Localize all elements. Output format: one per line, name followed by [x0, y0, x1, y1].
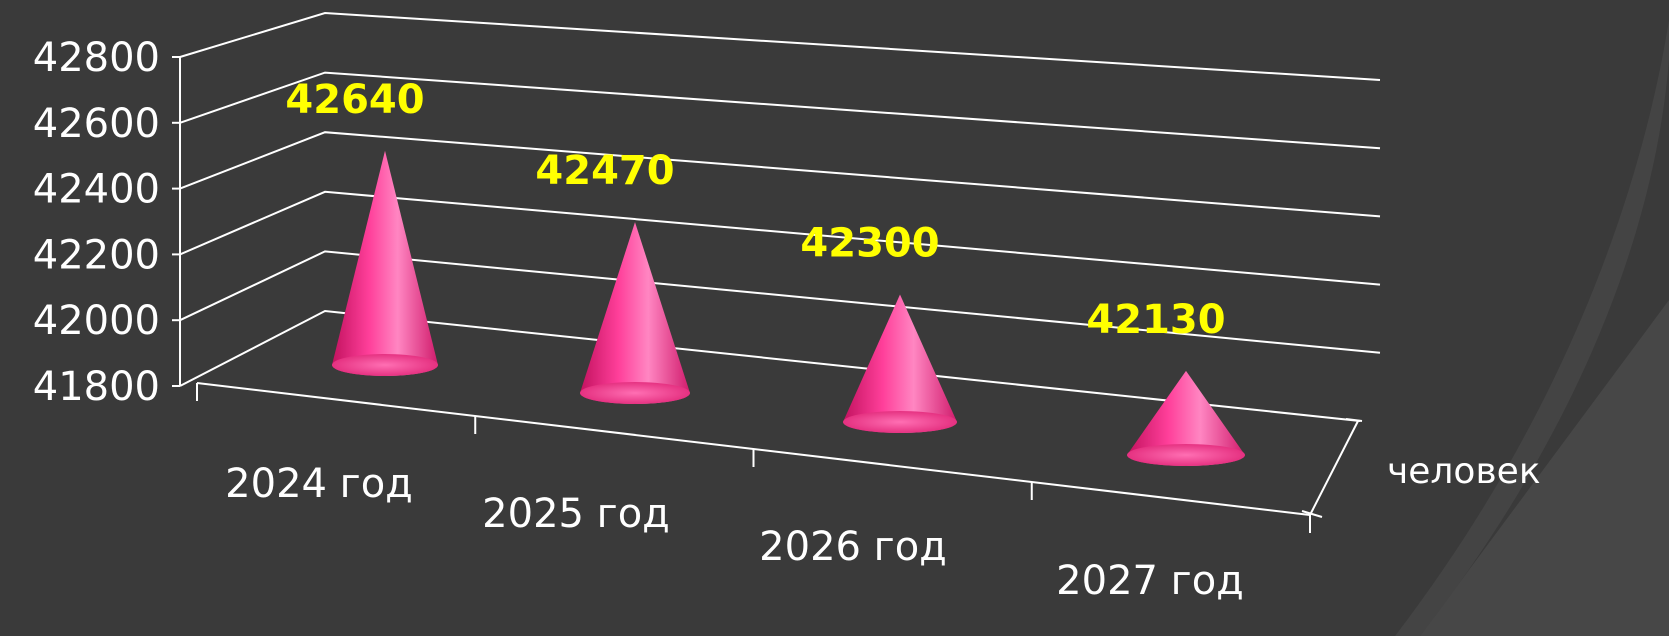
data-label: 42130 [1086, 297, 1225, 343]
cone-body [332, 150, 438, 376]
cone [843, 294, 957, 433]
y-tick-label: 42400 [33, 167, 160, 213]
depth-axis-tick [1301, 510, 1323, 518]
cone-body [580, 222, 690, 404]
y-tick-label: 41800 [33, 364, 160, 410]
data-label: 42470 [535, 148, 674, 194]
corner-decoration [1420, 300, 1669, 636]
data-label: 42640 [285, 77, 424, 123]
cone-body [843, 294, 957, 433]
decor-layer [1395, 20, 1669, 636]
series-axis-label: человек [1387, 451, 1541, 492]
gridline [179, 131, 1381, 218]
category-label: 2024 год [225, 461, 413, 507]
depth-axis-tick [1345, 418, 1363, 422]
cone-body [1127, 370, 1245, 466]
y-tick-label: 42600 [33, 101, 160, 147]
cones [332, 150, 1245, 466]
y-tick-labels: 41800 42000 42200 42400 42600 42800 [33, 35, 160, 410]
gridline [179, 190, 1381, 286]
category-label: 2027 год [1056, 558, 1244, 604]
cone-base [580, 382, 690, 404]
cone-base [843, 411, 957, 433]
gridline [179, 11, 1381, 81]
cone-base [332, 354, 438, 376]
gridline [179, 250, 1381, 354]
y-tick-label: 42200 [33, 232, 160, 278]
y-tick-label: 42000 [33, 298, 160, 344]
axis-layer [172, 56, 1363, 533]
depth-axis-line [1309, 420, 1359, 516]
category-label: 2026 год [759, 524, 947, 570]
grid-layer [179, 11, 1381, 422]
category-label: 2025 год [482, 491, 670, 537]
cone-base [1127, 444, 1245, 466]
category-labels: 2024 год 2025 год 2026 год 2027 год [225, 461, 1244, 604]
cone [1127, 370, 1245, 466]
gridline [179, 71, 1381, 150]
data-label: 42300 [800, 221, 939, 267]
y-tick-label: 42800 [33, 35, 160, 81]
cone [332, 150, 438, 376]
gridline [179, 309, 1361, 422]
data-labels: 42640 42470 42300 42130 [285, 77, 1225, 343]
cone [580, 222, 690, 404]
